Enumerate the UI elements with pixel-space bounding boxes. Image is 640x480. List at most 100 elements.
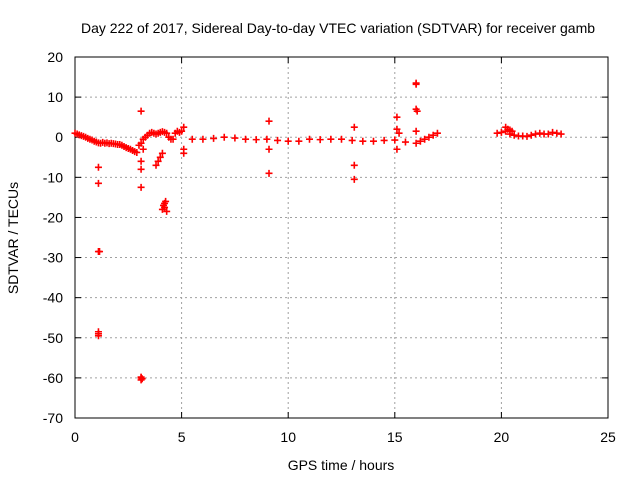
data-point bbox=[199, 135, 207, 143]
y-tick-label: 0 bbox=[55, 129, 63, 145]
y-tick-label: 20 bbox=[47, 49, 63, 65]
plot-frame bbox=[74, 56, 609, 419]
data-point bbox=[94, 179, 102, 187]
data-point bbox=[156, 153, 164, 161]
data-point bbox=[252, 136, 260, 144]
data-point bbox=[96, 248, 104, 256]
chart-title: Day 222 of 2017, Sidereal Day-to-day VTE… bbox=[81, 20, 595, 36]
data-point bbox=[139, 145, 147, 153]
y-tick-label: -10 bbox=[43, 169, 63, 185]
data-point bbox=[178, 127, 186, 135]
data-point bbox=[401, 138, 409, 146]
data-point bbox=[327, 135, 335, 143]
data-point bbox=[316, 136, 324, 144]
y-axis-label: SDTVAR / TECUs bbox=[5, 182, 21, 294]
data-point bbox=[169, 135, 177, 143]
data-point bbox=[527, 131, 535, 139]
data-point bbox=[94, 328, 102, 336]
x-tick-label: 20 bbox=[494, 429, 510, 445]
data-point bbox=[338, 135, 345, 143]
y-tick-label: -60 bbox=[43, 370, 63, 386]
x-tick-label: 15 bbox=[387, 429, 403, 445]
data-point bbox=[497, 128, 505, 136]
data-point bbox=[138, 375, 146, 383]
x-tick-label: 0 bbox=[71, 429, 79, 445]
x-tick-label: 25 bbox=[600, 429, 616, 445]
data-point bbox=[416, 137, 424, 145]
data-point bbox=[180, 123, 188, 131]
data-point bbox=[549, 128, 557, 136]
data-point bbox=[154, 157, 162, 165]
data-point bbox=[163, 207, 171, 215]
data-point bbox=[348, 136, 356, 144]
data-point bbox=[231, 134, 239, 142]
data-point bbox=[265, 169, 273, 177]
data-point bbox=[152, 161, 160, 169]
y-tick-label: -40 bbox=[43, 290, 63, 306]
data-point bbox=[369, 137, 377, 145]
data-point bbox=[295, 137, 303, 145]
data-point bbox=[425, 133, 433, 141]
data-point bbox=[412, 80, 420, 88]
data-point bbox=[158, 149, 166, 157]
data-point bbox=[350, 161, 358, 169]
data-point bbox=[359, 137, 367, 145]
data-point bbox=[391, 136, 399, 144]
y-tick-label: -50 bbox=[43, 330, 63, 346]
data-point bbox=[161, 203, 169, 211]
data-point bbox=[532, 130, 540, 138]
data-point bbox=[265, 117, 273, 125]
data-point bbox=[350, 175, 358, 183]
data-point bbox=[242, 135, 250, 143]
data-point bbox=[412, 127, 420, 135]
data-point bbox=[433, 129, 441, 137]
data-point bbox=[350, 123, 358, 131]
y-tick-label: 10 bbox=[47, 89, 63, 105]
data-point bbox=[163, 129, 171, 137]
data-point bbox=[421, 135, 429, 143]
data-point bbox=[380, 136, 388, 144]
y-tick-label: -20 bbox=[43, 209, 63, 225]
data-point bbox=[137, 165, 145, 173]
data-points bbox=[71, 79, 565, 384]
data-point bbox=[210, 134, 218, 142]
data-point bbox=[393, 125, 401, 133]
data-point bbox=[188, 135, 196, 143]
data-point bbox=[412, 139, 420, 147]
y-tick-label: -30 bbox=[43, 250, 63, 266]
x-axis-label: GPS time / hours bbox=[288, 457, 395, 473]
data-point bbox=[137, 157, 145, 165]
data-point bbox=[393, 113, 401, 121]
data-point bbox=[544, 130, 552, 138]
data-point bbox=[536, 129, 544, 137]
data-point bbox=[284, 137, 292, 145]
data-point bbox=[133, 148, 141, 156]
data-point bbox=[393, 145, 401, 153]
data-point bbox=[265, 145, 273, 153]
data-point bbox=[553, 129, 561, 137]
data-point bbox=[429, 131, 437, 139]
data-point bbox=[137, 107, 145, 115]
data-point bbox=[306, 135, 314, 143]
data-point bbox=[94, 163, 102, 171]
data-point bbox=[493, 129, 501, 137]
data-point bbox=[395, 129, 403, 137]
data-point bbox=[137, 183, 145, 191]
data-point bbox=[220, 133, 228, 141]
x-tick-label: 10 bbox=[280, 429, 296, 445]
data-point bbox=[180, 149, 188, 157]
data-point bbox=[274, 136, 282, 144]
data-point bbox=[557, 130, 565, 138]
data-point bbox=[508, 127, 516, 135]
x-tick-label: 5 bbox=[178, 429, 186, 445]
data-point bbox=[523, 132, 531, 140]
data-point bbox=[137, 139, 145, 147]
data-point bbox=[510, 131, 518, 139]
y-tick-label: -70 bbox=[43, 410, 63, 426]
data-point bbox=[162, 197, 170, 205]
data-point bbox=[263, 135, 271, 143]
data-point bbox=[413, 107, 421, 115]
grid bbox=[75, 57, 608, 418]
ticks: 0 5 10 15 20 25 20 10 0 -10 -20 -30 -40 -50 -60 -70 bbox=[43, 49, 616, 445]
